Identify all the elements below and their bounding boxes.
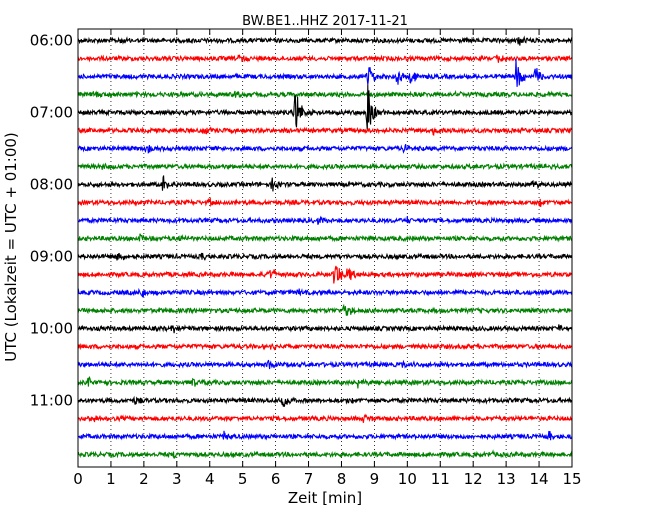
trace-line: [78, 430, 573, 441]
x-tick-label: 11: [431, 470, 450, 488]
x-tick-label: 6: [271, 470, 281, 488]
chart-title: BW.BE1..HHZ 2017-11-21: [242, 14, 408, 29]
trace-line: [77, 395, 573, 407]
trace-line: [77, 252, 573, 261]
trace-line: [77, 359, 573, 370]
x-tick-label: 5: [238, 470, 248, 488]
trace-line: [77, 162, 573, 171]
x-tick-label: 15: [562, 470, 581, 488]
x-tick-label: 1: [106, 470, 116, 488]
trace-line: [77, 126, 573, 136]
trace-group: [77, 35, 573, 459]
trace-line: [77, 303, 573, 316]
y-tick-label: 08:00: [30, 176, 73, 194]
y-tick-label: 06:00: [30, 32, 73, 50]
x-tick-label: 10: [398, 470, 417, 488]
trace-line: [77, 265, 573, 284]
y-tick-label: 09:00: [30, 248, 73, 266]
x-tick-label: 14: [530, 470, 549, 488]
y-axis-label: UTC (Lokalzeit = UTC + 01:00): [2, 132, 20, 362]
trace-line: [77, 342, 573, 351]
trace-line: [77, 413, 573, 423]
x-axis: 0 1 2 3 4 5 6 7 8 9 10 11 12 13 14 15: [73, 29, 582, 488]
x-tick-label: 2: [139, 470, 149, 488]
x-tick-label: 4: [205, 470, 215, 488]
plot-frame: [77, 28, 573, 468]
x-tick-label: 0: [73, 470, 83, 488]
trace-line: [77, 233, 573, 243]
trace-line: [77, 287, 573, 298]
y-tick-label: 07:00: [30, 104, 73, 122]
x-tick-label: 12: [464, 470, 483, 488]
trace-line: [77, 196, 573, 208]
trace-line: [77, 215, 573, 225]
trace-line: [77, 54, 573, 63]
y-tick-label: 11:00: [30, 392, 73, 410]
y-axis: 06:00 07:00 08:00 09:00 10:00 11:00: [30, 32, 572, 410]
trace-line: [77, 376, 573, 389]
trace-line: [77, 449, 573, 459]
x-tick-label: 13: [497, 470, 516, 488]
trace-line: [77, 58, 573, 87]
x-tick-label: 9: [370, 470, 380, 488]
trace-line: [77, 89, 573, 99]
trace-line: [77, 35, 573, 46]
x-tick-label: 3: [172, 470, 182, 488]
trace-line: [77, 324, 573, 334]
trace-line: [77, 143, 573, 154]
x-axis-label: Zeit [min]: [288, 489, 362, 507]
x-tick-label: 8: [337, 470, 347, 488]
x-tick-label: 7: [304, 470, 314, 488]
y-tick-label: 10:00: [30, 320, 73, 338]
trace-line: [77, 175, 573, 192]
trace-line: [77, 84, 573, 131]
